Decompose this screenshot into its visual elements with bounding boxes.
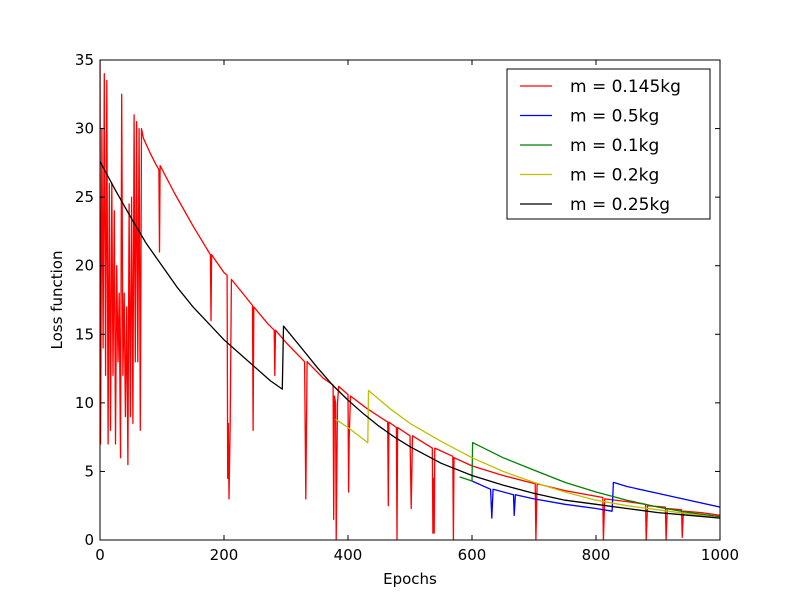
- y-tick-label: 25: [75, 188, 94, 206]
- legend-label-3: m = 0.2kg: [570, 166, 659, 186]
- series-layer: [100, 60, 720, 540]
- x-tick-label: 200: [210, 546, 239, 564]
- x-tick-label: 400: [334, 546, 363, 564]
- legend-label-4: m = 0.25kg: [570, 195, 670, 215]
- plot-frame: [99, 59, 721, 541]
- series-line-3: [335, 389, 720, 519]
- y-tick-label: 10: [75, 394, 94, 412]
- y-tick-label: 5: [84, 462, 94, 480]
- series-line-0: [100, 60, 720, 540]
- series-line-1: [471, 480, 720, 519]
- y-tick-label: 30: [75, 120, 94, 138]
- legend-box: [506, 68, 711, 220]
- series-line-4: [100, 161, 720, 519]
- legend-label-2: m = 0.1kg: [570, 136, 659, 156]
- y-tick-label: 20: [75, 257, 94, 275]
- legend-label-1: m = 0.5kg: [570, 107, 659, 127]
- x-tick-label: 1000: [701, 546, 739, 564]
- legend: m = 0.145kg m = 0.5kg m = 0.1kg m = 0.2kg m …: [506, 68, 711, 220]
- x-axis-label: Epochs: [383, 570, 437, 588]
- y-axis-label: Loss function: [48, 251, 66, 350]
- axis-ticks: 0 200 400 600 800 1000 0 5 10 15 20 25 30 35: [75, 51, 739, 564]
- x-tick-label: 800: [582, 546, 611, 564]
- y-tick-label: 35: [75, 51, 94, 69]
- x-tick-label: 600: [458, 546, 487, 564]
- legend-label-0: m = 0.145kg: [570, 77, 681, 97]
- series-line-2: [459, 441, 720, 518]
- y-tick-label: 15: [75, 325, 94, 343]
- y-tick-label: 0: [84, 531, 94, 549]
- x-tick-label: 0: [95, 546, 105, 564]
